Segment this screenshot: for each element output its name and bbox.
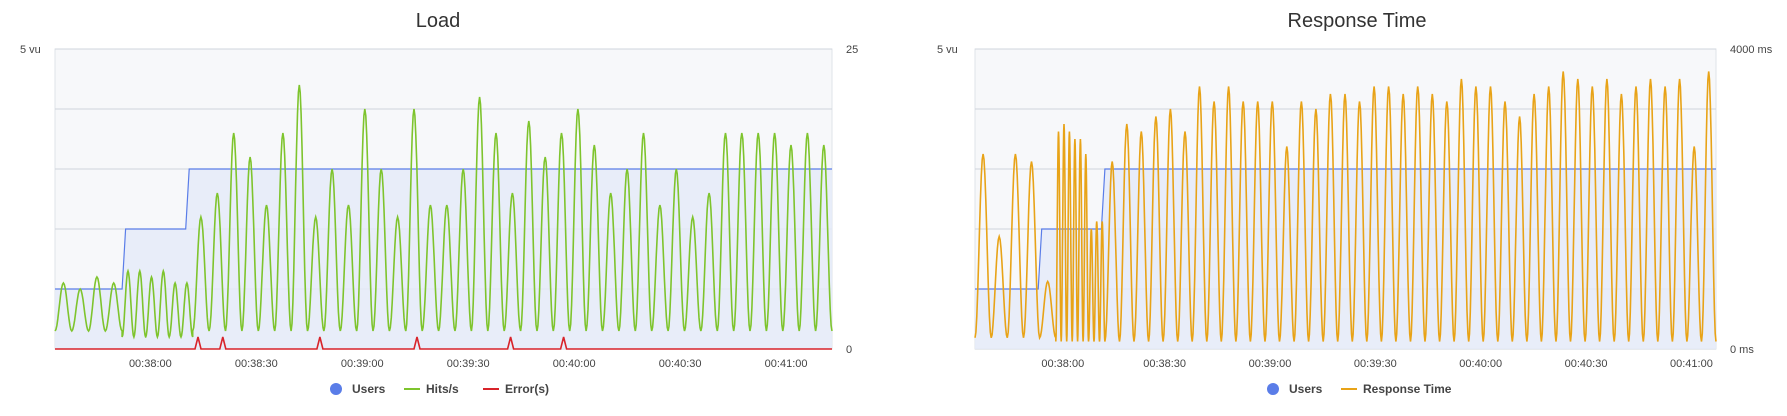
- left-axis-max-label: 5 vu: [20, 44, 41, 56]
- legend-item-hits-s[interactable]: Hits/s: [404, 382, 459, 396]
- x-tick-label: 00:40:30: [659, 358, 702, 370]
- hits-line: [54, 84, 833, 340]
- users-line: [975, 168, 1716, 290]
- chart-response-time: Response Time 5 vu 4000 ms 0 ms 00:38:00 00:3…: [937, 10, 1773, 396]
- x-tick-label: 00:41:00: [1670, 358, 1713, 370]
- left-axis-max-label: 5 vu: [937, 44, 958, 56]
- right-axis-max-label: 4000 ms: [1730, 44, 1773, 56]
- legend-label: Users: [352, 382, 386, 396]
- legend: Users Response Time: [1267, 382, 1452, 396]
- x-tick-label: 00:39:30: [1354, 358, 1397, 370]
- chart-title: Load: [416, 10, 461, 32]
- x-tick-label: 00:38:00: [129, 358, 172, 370]
- right-axis-min-label: 0: [846, 344, 852, 356]
- legend-label: Response Time: [1363, 382, 1452, 396]
- x-tick-label: 00:40:30: [1565, 358, 1608, 370]
- legend-item-users[interactable]: Users: [1267, 382, 1323, 396]
- legend-label: Error(s): [505, 382, 549, 396]
- right-axis-min-label: 0 ms: [1730, 344, 1754, 356]
- legend: Users Hits/s Error(s): [330, 382, 549, 396]
- x-tick-label: 00:40:00: [1459, 358, 1502, 370]
- right-axis-max-label: 25: [846, 44, 858, 56]
- legend-label: Hits/s: [426, 382, 459, 396]
- chart-title: Response Time: [1288, 10, 1427, 32]
- x-tick-label: 00:38:30: [235, 358, 278, 370]
- x-tick-label: 00:39:00: [341, 358, 384, 370]
- x-tick-label: 00:38:00: [1041, 358, 1084, 370]
- dot-marker-icon: [1267, 383, 1279, 395]
- chart-load: Load 5 vu 25 0 00:38:00 00:38:30 00:39:00 00:39…: [20, 10, 858, 396]
- errors-line: [55, 336, 832, 350]
- x-tick-label: 00:40:00: [553, 358, 596, 370]
- x-tick-label: 00:41:00: [765, 358, 808, 370]
- x-tick-label: 00:39:30: [447, 358, 490, 370]
- legend-item-error-s[interactable]: Error(s): [483, 382, 549, 396]
- dot-marker-icon: [330, 383, 342, 395]
- x-tick-label: 00:39:00: [1249, 358, 1292, 370]
- legend-item-users[interactable]: Users: [330, 382, 386, 396]
- response-time-line: [974, 71, 1717, 342]
- legend-label: Users: [1289, 382, 1323, 396]
- x-tick-label: 00:38:30: [1143, 358, 1186, 370]
- users-line: [55, 168, 832, 290]
- legend-item-response-time[interactable]: Response Time: [1341, 382, 1452, 396]
